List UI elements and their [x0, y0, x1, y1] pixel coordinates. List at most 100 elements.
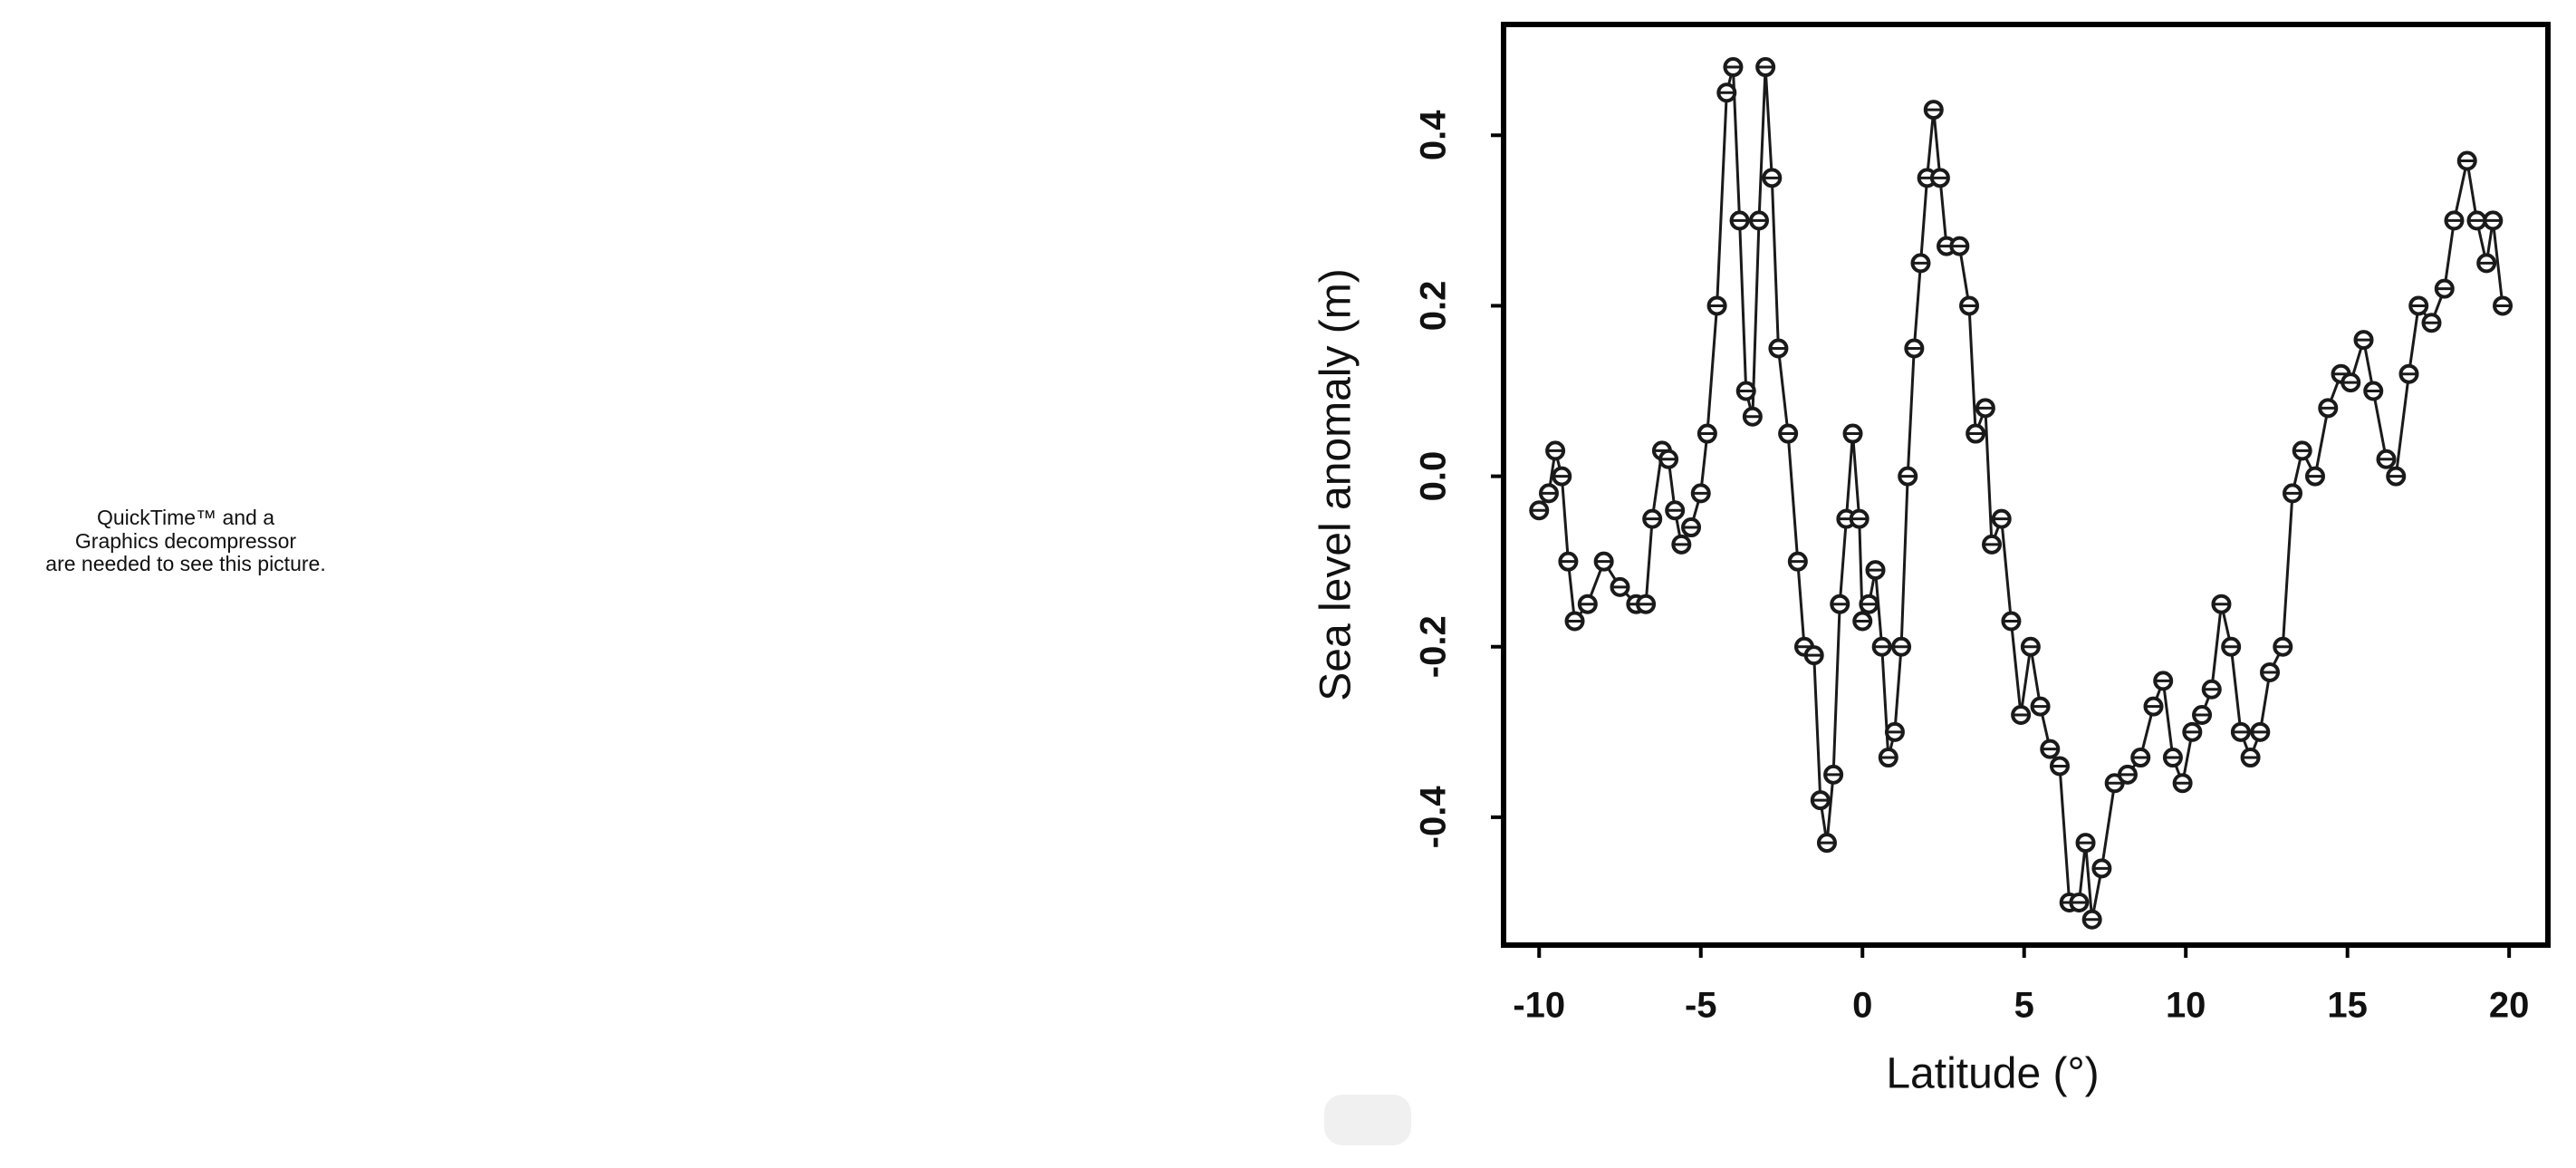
data-point — [2493, 295, 2514, 316]
x-tick-label: 15 — [2327, 986, 2368, 1026]
data-point — [2081, 909, 2102, 930]
data-point — [1755, 57, 1776, 78]
data-point — [1859, 594, 1879, 614]
data-point — [1778, 423, 1799, 444]
data-point — [1716, 82, 1737, 103]
data-point — [1636, 594, 1657, 614]
placeholder-text: Graphics decompressor — [75, 529, 296, 553]
data-point — [2162, 748, 2183, 768]
y-tick-label: 0.0 — [1414, 451, 1454, 502]
data-point — [1884, 721, 1905, 742]
data-point — [2020, 636, 2041, 657]
x-tick-label: -5 — [1685, 986, 1717, 1026]
data-point — [2483, 210, 2504, 231]
data-point — [2211, 594, 2232, 614]
data-point — [1681, 517, 1702, 538]
data-point — [1658, 449, 1679, 469]
data-point — [1878, 748, 1898, 768]
x-tick-label: 10 — [2166, 986, 2206, 1026]
placeholder-text: QuickTime™ and a — [97, 506, 274, 529]
data-point — [1830, 594, 1850, 614]
data-point — [1545, 440, 1566, 461]
data-point — [2040, 738, 2061, 759]
data-point — [2221, 636, 2242, 657]
data-point — [1742, 406, 1763, 427]
data-point — [2143, 696, 2164, 717]
data-point — [1842, 423, 1863, 444]
data-point — [2001, 611, 2022, 632]
y-tick-label: -0.4 — [1414, 786, 1454, 849]
data-point — [2230, 721, 2251, 742]
data-point — [1642, 508, 1663, 529]
data-point — [1929, 168, 1950, 188]
data-line — [1537, 66, 2504, 921]
data-point — [1723, 57, 1744, 78]
data-point — [1966, 423, 1986, 444]
data-point — [1871, 636, 1892, 657]
data-point — [2408, 295, 2429, 316]
data-point — [1865, 560, 1886, 581]
x-tick-label: 20 — [2489, 986, 2530, 1026]
data-point — [2282, 483, 2302, 504]
data-point — [2075, 833, 2096, 854]
data-point — [1904, 338, 1925, 359]
data-point — [2292, 440, 2312, 461]
data-point — [1529, 500, 1550, 521]
data-point — [1697, 423, 1717, 444]
data-point — [2153, 671, 2174, 691]
data-point — [2049, 756, 2070, 777]
data-point — [2376, 449, 2397, 469]
data-point — [2030, 696, 2051, 717]
y-axis-label: Sea level anomaly (m) — [1312, 268, 1360, 701]
y-tick-label: 0.4 — [1414, 110, 1454, 160]
data-point — [2476, 253, 2497, 274]
data-point — [2260, 661, 2281, 682]
data-point — [1762, 168, 1783, 188]
data-point — [1982, 534, 2003, 555]
data-point — [2117, 764, 2138, 785]
data-point — [1810, 790, 1831, 811]
decoration — [1324, 1095, 1411, 1145]
data-point — [1816, 833, 1837, 854]
data-point — [2386, 466, 2407, 487]
data-point — [2398, 363, 2419, 384]
data-point — [1665, 500, 1686, 521]
data-point — [2318, 398, 2339, 419]
data-point — [1768, 338, 1789, 359]
data-point — [1706, 295, 1727, 316]
data-point — [1803, 645, 1824, 666]
data-point — [2091, 858, 2112, 879]
data-point — [2240, 748, 2261, 768]
y-tick-label: 0.2 — [1414, 281, 1454, 332]
data-point — [1991, 508, 2012, 529]
data-point — [1538, 483, 1559, 504]
data-point — [2273, 636, 2293, 657]
data-point — [1823, 764, 1844, 785]
data-point — [2304, 466, 2325, 487]
data-point — [2466, 210, 2487, 231]
data-point — [2069, 892, 2090, 912]
data-point — [1923, 100, 1944, 121]
data-point — [1593, 551, 1614, 572]
x-axis-label: Latitude (°) — [1886, 1050, 2099, 1098]
data-point — [1910, 253, 1931, 274]
data-point — [1690, 483, 1711, 504]
x-tick-label: 5 — [2014, 986, 2034, 1026]
x-tick-label: 0 — [1852, 986, 1872, 1026]
placeholder-text: are needed to see this picture. — [45, 552, 325, 575]
data-point — [1749, 210, 1770, 231]
data-point — [1959, 295, 1980, 316]
data-point — [2341, 372, 2361, 393]
data-point — [2421, 313, 2442, 333]
data-point — [1564, 611, 1585, 632]
data-point — [2182, 721, 2203, 742]
data-point — [1671, 534, 1692, 555]
data-point — [2011, 705, 2032, 725]
data-point — [1735, 381, 1756, 401]
data-point — [1787, 551, 1808, 572]
data-point — [2201, 679, 2222, 700]
data-point — [1577, 594, 1598, 614]
x-tick-label: -10 — [1513, 986, 1565, 1026]
